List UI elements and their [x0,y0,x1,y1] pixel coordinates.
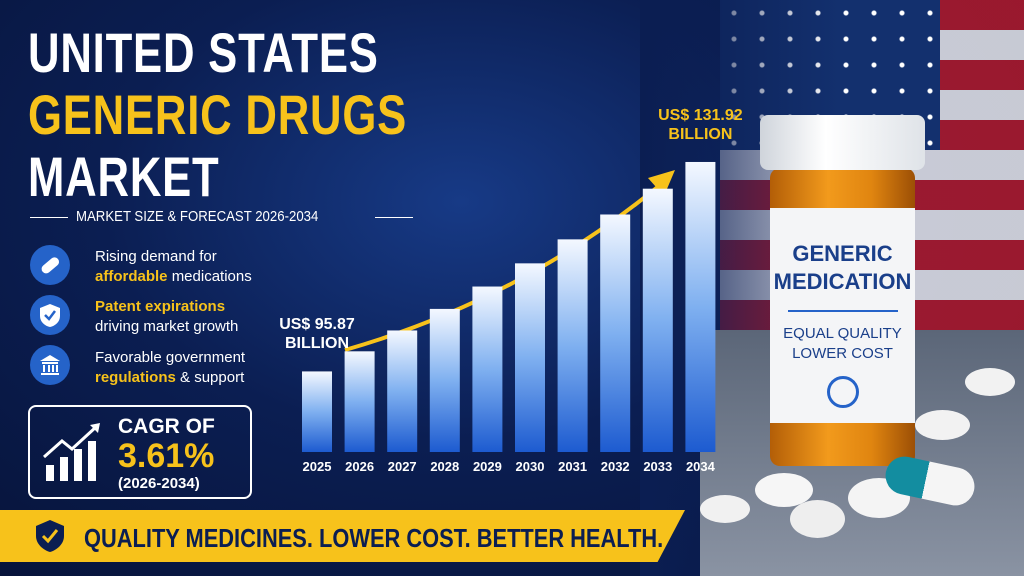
x-tick-label: 2033 [643,459,672,474]
pill [700,495,750,523]
title-line: UNITED STATES [28,21,379,84]
bullet-text: driving market growth [95,318,239,335]
icon-glyph [40,304,60,327]
cagr-icon [43,423,100,481]
bottle-label: GENERIC MEDICATION EQUAL QUALITY LOWER C… [770,208,915,423]
bar [515,263,545,452]
bullet-text: medications [171,268,252,285]
icon-building [30,345,70,385]
trend-arrowhead [648,170,675,196]
x-tick-label: 2025 [303,459,332,474]
x-tick-label: 2029 [473,459,502,474]
bar [344,351,375,452]
bullet-text: & support [180,369,245,386]
x-tick-label: 2028 [430,459,459,474]
bar [302,371,332,452]
title-line: MARKET [28,145,220,208]
value-label: US$ 131.92 BILLION [658,106,743,143]
x-tick-label: 2030 [516,459,545,474]
x-tick-label: 2031 [558,459,587,474]
bar [557,239,588,452]
title-line: GENERIC DRUGS [28,83,408,146]
icon-glyph [40,355,60,375]
bullet: Patent expirations driving market growth [95,297,275,337]
subtitle: MARKET SIZE & FORECAST 2026-2034 [76,208,319,225]
icon-shield [30,295,70,335]
bar [387,330,418,452]
bar [685,161,716,453]
rule [375,217,413,218]
banner-icon [36,520,64,552]
x-tick-label: 2032 [601,459,630,474]
bottle-cap [760,115,925,170]
x-tick-label: 2027 [388,459,417,474]
banner-text: QUALITY MEDICINES. LOWER COST. BETTER HE… [84,523,664,553]
cagr-label: CAGR OF [118,415,215,438]
bar [472,286,503,452]
pill [790,500,845,538]
bullet-highlight: Patent expirations [95,298,226,315]
x-tick-label: 2026 [345,459,374,474]
bar [429,308,460,452]
rule [30,217,68,218]
label-check [827,376,859,408]
bullet-highlight: affordable [95,268,168,285]
banner: QUALITY MEDICINES. LOWER COST. BETTER HE… [0,510,685,562]
icon-glyph [41,257,60,274]
pill [965,368,1015,396]
icon-pill [30,245,70,285]
value-label: US$ 95.87 BILLION [279,316,355,353]
cagr-period: (2026-2034) [118,475,200,492]
cagr-box: CAGR OF 3.61% (2026-2034) [28,405,252,499]
x-tick-label: 2034 [686,459,716,474]
pill [915,410,970,440]
bullet-text: Rising demand for [95,248,217,265]
label-title: GENERIC MEDICATION [773,241,912,294]
bar [600,214,631,452]
bullet: Favorable government regulations & suppor… [95,348,275,388]
bullet-text: Favorable government [95,349,246,366]
cagr-value: 3.61% [118,437,215,475]
bar [642,188,673,452]
bullet-highlight: regulations [95,369,176,386]
label-rule [788,310,898,312]
bullet: Rising demand for affordable medications [95,247,275,287]
label-subtitle: EQUAL QUALITY LOWER COST [783,325,902,362]
